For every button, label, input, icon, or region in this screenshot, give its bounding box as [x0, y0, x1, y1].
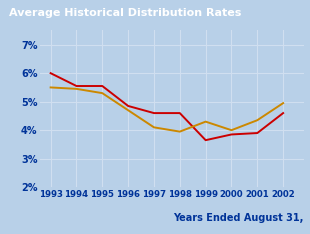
Text: Years Ended August 31,: Years Ended August 31, [173, 213, 304, 223]
Text: Average Historical Distribution Rates: Average Historical Distribution Rates [9, 8, 242, 18]
